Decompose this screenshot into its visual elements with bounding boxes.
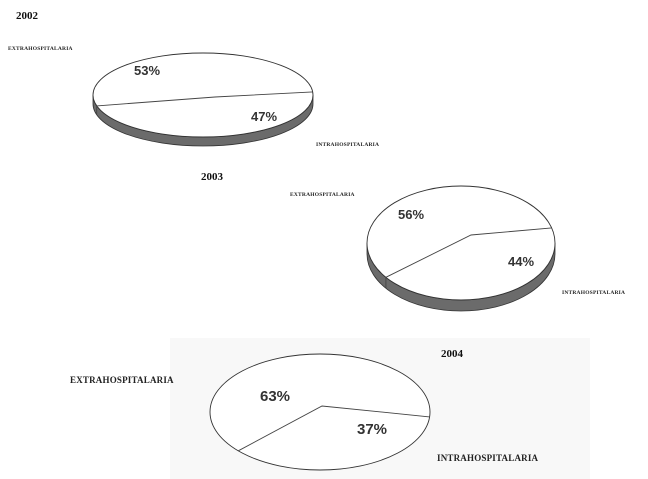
legend-label-extrahospitalaria-2003: EXTRAHOSPITALARIA xyxy=(290,192,355,198)
slice-label-intrahospitalaria-2004: 37% xyxy=(357,421,387,438)
slice-divider-2002 xyxy=(96,91,313,115)
legend-label-extrahospitalaria-2004: EXTRAHOSPITALARIA xyxy=(70,375,174,385)
slice-label-extrahospitalaria-2002: 53% xyxy=(134,63,160,78)
legend-label-intrahospitalaria-2002: INTRAHOSPITALARIA xyxy=(316,142,379,148)
slice-label-intrahospitalaria-2002: 47% xyxy=(251,109,277,124)
slice-label-extrahospitalaria-2003: 56% xyxy=(398,207,424,222)
chart-title-2002: 2002 xyxy=(16,10,39,22)
pie-top-2004 xyxy=(209,353,431,471)
pie-chart-2003: 2003 EXTRAHOSPITALARIA INTRAHOSPITALARIA… xyxy=(201,171,625,312)
chart-title-2004: 2004 xyxy=(441,348,464,360)
legend-label-intrahospitalaria-2004: INTRAHOSPITALARIA xyxy=(437,453,539,463)
slice-divider-2003 xyxy=(385,227,552,289)
legend-label-extrahospitalaria-2002: EXTRAHOSPITALARIA xyxy=(8,46,73,52)
pie-chart-2002: 2002 EXTRAHOSPITALARIA INTRAHOSPITALARIA… xyxy=(8,10,379,148)
slice-label-intrahospitalaria-2003: 44% xyxy=(508,254,534,269)
chart-title-2003: 2003 xyxy=(201,171,224,183)
pie-chart-2004: 2004 EXTRAHOSPITALARIA INTRAHOSPITALARIA… xyxy=(70,348,539,471)
pie-top-2003 xyxy=(366,185,556,301)
pie-top-2002 xyxy=(92,52,314,138)
slice-label-extrahospitalaria-2004: 63% xyxy=(260,388,290,405)
slice-divider-2004 xyxy=(238,405,430,452)
legend-label-intrahospitalaria-2003: INTRAHOSPITALARIA xyxy=(562,290,625,296)
